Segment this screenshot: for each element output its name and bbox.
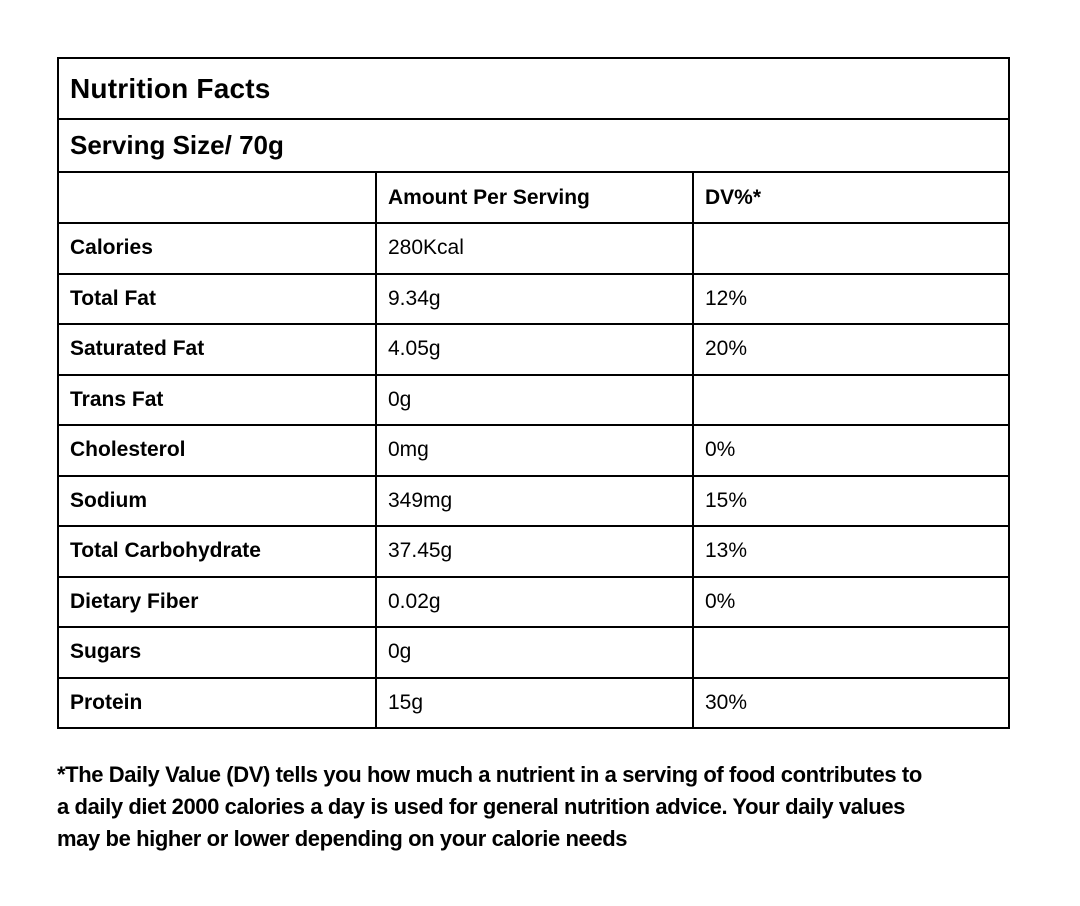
- row-label: Trans Fat: [57, 373, 377, 426]
- column-header-row: Amount Per Serving DV%*: [57, 171, 1011, 224]
- row-label: Protein: [57, 676, 377, 729]
- row-label: Dietary Fiber: [57, 575, 377, 628]
- row-amount: 0mg: [375, 424, 694, 477]
- row-amount: 0.02g: [375, 575, 694, 628]
- row-dv: [691, 222, 1011, 275]
- row-amount: 37.45g: [375, 525, 694, 578]
- row-amount: 4.05g: [375, 323, 694, 376]
- row-label: Total Fat: [57, 272, 377, 325]
- table-row-sodium: Sodium 349mg 15%: [57, 474, 1011, 527]
- daily-value-footnote: *The Daily Value (DV) tells you how much…: [57, 759, 1037, 855]
- row-label: Sodium: [57, 474, 377, 527]
- table-row-trans-fat: Trans Fat 0g: [57, 373, 1011, 426]
- row-dv: 0%: [691, 424, 1011, 477]
- row-dv: 0%: [691, 575, 1011, 628]
- footnote-line: a daily diet 2000 calories a day is used…: [57, 794, 906, 819]
- row-label: Cholesterol: [57, 424, 377, 477]
- footnote-line: may be higher or lower depending on your…: [57, 826, 628, 851]
- table-row-calories: Calories 280Kcal: [57, 222, 1011, 275]
- table-row-total-fat: Total Fat 9.34g 12%: [57, 272, 1011, 325]
- row-dv: 30%: [691, 676, 1011, 729]
- table-row-protein: Protein 15g 30%: [57, 676, 1011, 729]
- row-amount: 15g: [375, 676, 694, 729]
- row-amount: 0g: [375, 626, 694, 679]
- serving-size-row: Serving Size/ 70g: [56, 118, 1011, 173]
- row-label: Calories: [57, 222, 377, 275]
- table-row-cholesterol: Cholesterol 0mg 0%: [57, 424, 1011, 477]
- row-amount: 280Kcal: [375, 222, 694, 275]
- page-title: Nutrition Facts: [56, 57, 1011, 120]
- column-header-amount: Amount Per Serving: [375, 171, 694, 224]
- row-dv: 20%: [691, 323, 1011, 376]
- row-dv: [691, 626, 1011, 679]
- table-row-saturated-fat: Saturated Fat 4.05g 20%: [57, 323, 1011, 376]
- table-row-sugars: Sugars 0g: [57, 626, 1011, 679]
- row-label: Saturated Fat: [57, 323, 377, 376]
- row-label: Sugars: [57, 626, 377, 679]
- column-header-dv: DV%*: [691, 171, 1011, 224]
- row-amount: 9.34g: [375, 272, 694, 325]
- nutrition-facts-table: Nutrition Facts Serving Size/ 70g Amount…: [56, 57, 1011, 729]
- row-dv: 15%: [691, 474, 1011, 527]
- footnote-line: *The Daily Value (DV) tells you how much…: [57, 762, 922, 787]
- table-row-dietary-fiber: Dietary Fiber 0.02g 0%: [57, 575, 1011, 628]
- row-dv: 12%: [691, 272, 1011, 325]
- table-row-total-carbohydrate: Total Carbohydrate 37.45g 13%: [57, 525, 1011, 578]
- row-amount: 349mg: [375, 474, 694, 527]
- row-amount: 0g: [375, 373, 694, 426]
- row-dv: [691, 373, 1011, 426]
- title-row: Nutrition Facts: [56, 57, 1011, 120]
- row-dv: 13%: [691, 525, 1011, 578]
- row-label: Total Carbohydrate: [57, 525, 377, 578]
- serving-size: Serving Size/ 70g: [56, 118, 1011, 173]
- column-header-nutrient: [57, 171, 377, 224]
